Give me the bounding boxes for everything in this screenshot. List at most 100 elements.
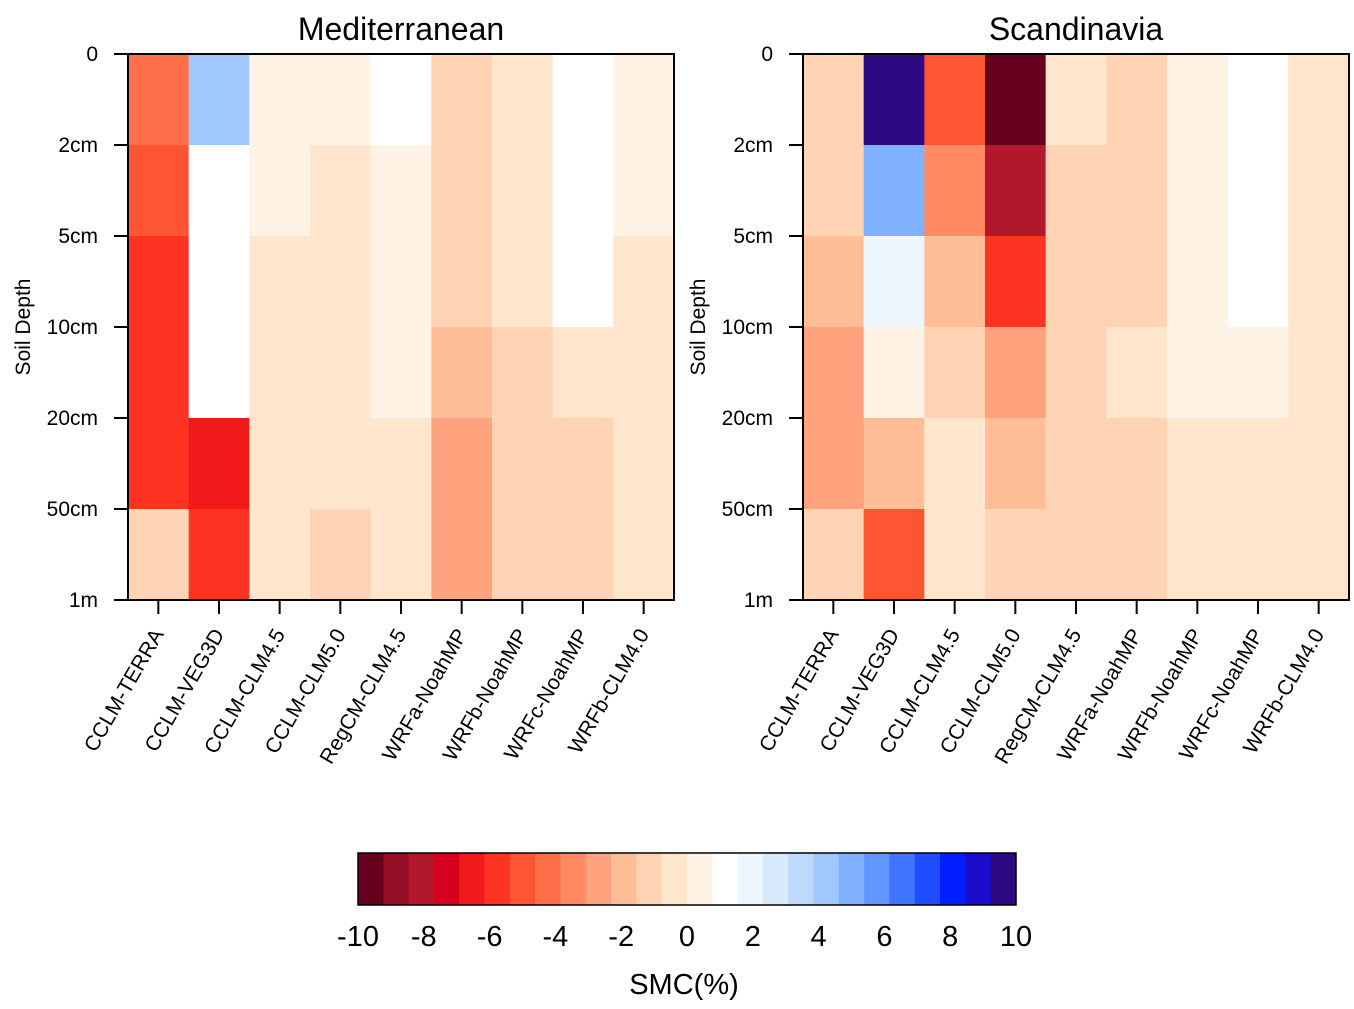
heatmap-cell [1288,418,1350,510]
colorbar-label: SMC(%) [629,969,739,1001]
heatmap-cell [249,54,311,146]
heatmap-cell [1167,236,1229,328]
y-tick-label: 50cm [722,498,773,521]
colorbar-swatch [611,853,637,905]
heatmap-cell [613,54,675,146]
heatmap-cell [1045,54,1107,146]
heatmap-cells [128,54,675,601]
heatmap-cell [188,418,250,510]
heatmap-cell [863,145,925,237]
heatmap-cell [1106,327,1168,419]
y-tick-label: 0 [761,43,773,66]
colorbar-swatch [535,853,561,905]
heatmap-cell [492,236,554,328]
heatmap-cell [249,236,311,328]
heatmap-cell [1106,418,1168,510]
heatmap-cell [863,236,925,328]
heatmap-cell [370,418,432,510]
heatmap-cell [985,418,1047,510]
heatmap-cell [1167,54,1229,146]
colorbar-swatch [864,853,890,905]
heatmap-cell [552,54,614,146]
heatmap-cell [613,418,675,510]
colorbar-tick-label: 6 [876,921,892,953]
colorbar-swatch [408,853,435,905]
colorbar-swatches [358,853,1017,905]
colorbar-swatch [433,853,460,905]
y-axis: 0 2cm 5cm 10cm 20cm 50cm 1m [47,43,128,612]
heatmap-cell [863,54,925,146]
heatmap-cell [1167,327,1229,419]
heatmap-cell [128,509,190,601]
heatmap-cell [1227,236,1289,328]
heatmap-cell [1288,509,1350,601]
colorbar-tick-label: -6 [477,921,503,953]
y-tick-label: 20cm [722,407,773,430]
heatmap-cell [1045,509,1107,601]
heatmap-cell [924,54,986,146]
x-axis: CCLM-TERRACCLM-VEG3DCCLM-CLM4.5CCLM-CLM5… [755,600,1329,768]
heatmap-cell [803,54,865,146]
heatmap-cell [128,54,190,146]
colorbar-swatch [585,853,612,905]
heatmap-cell [1106,145,1168,237]
y-tick-label: 20cm [47,407,98,430]
heatmap-cell [1167,509,1229,601]
heatmap-cell [1106,54,1168,146]
heatmap-cell [370,54,432,146]
heatmap-cell [310,327,372,419]
heatmap-cell [552,327,614,419]
colorbar-swatch [838,853,865,905]
heatmap-cell [188,509,250,601]
heatmap-cell [985,509,1047,601]
heatmap-cell [1167,145,1229,237]
colorbar: -10 -8 -6 -4 -2 0 2 4 6 8 10 SMC(%) [337,852,1032,1001]
heatmap-cell [1106,236,1168,328]
y-tick-label: 1m [744,589,773,612]
heatmap-cell [613,509,675,601]
heatmap-cell [492,54,554,146]
heatmap-cell [128,236,190,328]
heatmap-cell [613,145,675,237]
colorbar-swatch [636,853,663,905]
heatmap-cell [431,236,493,328]
heatmap-cell [863,327,925,419]
colorbar-swatch [940,853,966,905]
colorbar-swatch [560,853,587,905]
colorbar-swatch [661,853,688,905]
heatmap-cell [492,509,554,601]
heatmap-cell [1227,509,1289,601]
heatmap-cell [985,145,1047,237]
panel-scandinavia: Scandinavia 0 2cm 5cm 10cm 20cm 50cm 1m CCLM-T… [687,11,1350,768]
colorbar-frame [357,852,1017,906]
colorbar-swatch [687,853,713,905]
colorbar-tick-label: -10 [337,921,379,953]
heatmap-cell [188,145,250,237]
panel-title: Scandinavia [989,11,1164,47]
heatmap-cell [492,418,554,510]
heatmap-cell [128,418,190,510]
colorbar-swatch [509,853,536,905]
heatmap-cells [803,54,1350,601]
heatmap-cell [431,145,493,237]
y-tick-label: 10cm [722,316,773,339]
colorbar-swatch [383,853,410,905]
heatmap-cell [249,418,311,510]
heatmap-cell [863,509,925,601]
colorbar-swatch [889,853,916,905]
heatmap-cell [1167,418,1229,510]
heatmap-cell [1288,54,1350,146]
colorbar-swatch [965,853,992,905]
heatmap-cell [803,236,865,328]
heatmap-cell [985,54,1047,146]
heatmap-cell [431,509,493,601]
heatmap-cell [924,327,986,419]
heatmap-cell [613,236,675,328]
heatmap-cell [310,509,372,601]
heatmap-cell [492,145,554,237]
heatmap-cell [370,236,432,328]
colorbar-swatch [813,853,840,905]
colorbar-tick-label: 10 [1000,921,1032,953]
panel-mediterranean: Mediterranean 0 2cm 5cm 10cm 20cm 50cm 1m CCLM… [12,11,675,768]
